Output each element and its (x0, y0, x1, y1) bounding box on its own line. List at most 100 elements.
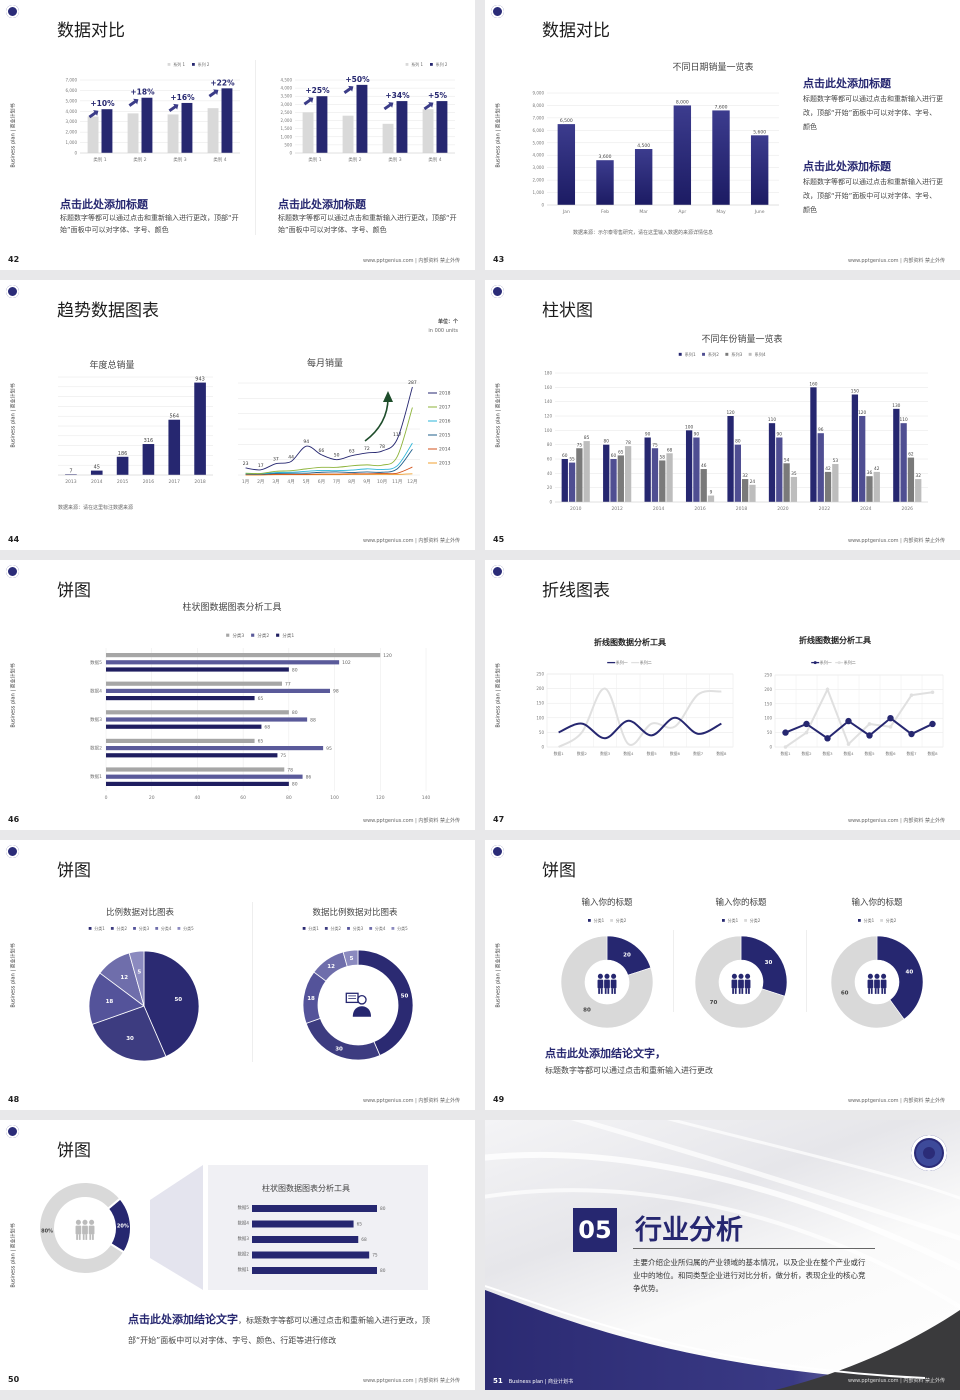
legend-label: 2018 (439, 391, 451, 397)
conclusion-body: ，标题数字等都可以通过点击和重新输入进行更改，顶部“开始”面板中可以对字体、字号… (128, 1316, 430, 1345)
bar (576, 448, 583, 502)
slide-48[interactable]: 饼图 Business plan | 商业计划书 比例数据对比图表 数据比例数据… (0, 840, 475, 1110)
legend-label: 2014 (439, 447, 451, 453)
leg (734, 988, 737, 994)
leg (884, 988, 886, 994)
slide-43[interactable]: 数据对比 Business plan | 商业计划书 不同日期销量一览表 0 1,… (485, 0, 960, 270)
leg (604, 988, 607, 994)
data-label: 37 (273, 457, 279, 463)
y-tick-label: 3,000 (66, 119, 78, 124)
slice-label: 80% (41, 1229, 53, 1235)
data-marker (887, 715, 894, 722)
torso (738, 979, 744, 989)
slice (876, 935, 924, 1020)
page-number: 46 (8, 815, 20, 824)
y-tick-label: 0 (549, 500, 552, 505)
slide-title: 饼图 (57, 861, 91, 881)
y-tick-label: 4,500 (281, 78, 293, 83)
x-tick-label: 120 (376, 795, 385, 801)
text-body: 标题数字等都可以通过点击和重新输入进行更改，顶部“开始”面板中可以对字体、字号、… (60, 214, 239, 234)
legend-label: 系列3 (731, 351, 742, 358)
data-label: 80 (735, 439, 741, 445)
growth-arrow-icon (423, 102, 434, 111)
leg (738, 988, 741, 994)
y-tick-label: 4,000 (533, 153, 545, 158)
data-marker (782, 729, 789, 736)
x-tick-label: 数据2 (577, 751, 588, 756)
slide-51-section-cover[interactable]: 05 行业分析 主要介绍企业所归属的产业领域的基本情况，以及企业在整个产业或行业… (485, 1120, 960, 1390)
slide-49[interactable]: 饼图 Business plan | 商业计划书 输入你的标题 输入你的标题 输… (485, 840, 960, 1110)
data-label: 35 (791, 471, 797, 477)
x-tick-label: Apr (678, 209, 686, 215)
legend-label: 系列 2 (198, 61, 210, 67)
head (881, 973, 887, 979)
y-tick-label: 120 (544, 414, 552, 419)
head (82, 1219, 88, 1225)
data-marker (867, 722, 872, 726)
university-seal-icon (6, 285, 19, 298)
chart-layer: 分类1 分类2 分类3 分类4 分类5 50 30 18 12 5 分类1 分类2 分类3 分类4 分类5 5… (88, 925, 414, 1062)
leg (598, 988, 600, 994)
page-number: 49 (493, 1095, 505, 1104)
section-number: 05 (578, 1216, 612, 1244)
slide-title: 饼图 (57, 1141, 91, 1161)
legend-swatch (880, 919, 883, 922)
university-seal-icon (491, 5, 504, 18)
y-tick-label: 数据2 (238, 1251, 250, 1258)
y-tick-label: 150 (764, 701, 772, 706)
bar (727, 416, 734, 502)
legend-label: 分类1 (728, 917, 739, 923)
conclusion-body: 标题数字等都可以通过点击和重新输入进行更改 (545, 1066, 713, 1075)
slide-42[interactable]: 数据对比 Business plan | 商业计划书 系列 1 系列 2 0 1,00… (0, 0, 475, 270)
torso (744, 979, 751, 989)
slide-47[interactable]: 折线图表 Business plan | 商业计划书 折线图数据分析工具 折线图… (485, 560, 960, 830)
chart-title: 柱状图数据图表分析工具 (262, 1184, 350, 1193)
y-tick-label: 40 (547, 471, 553, 476)
title-underline (633, 1248, 875, 1249)
data-source: 数据来源：示尔泰零售研究，请在这里输入数据的来源详情信息 (573, 230, 714, 236)
bar (644, 437, 651, 502)
legend-label: 系列 1 (173, 61, 185, 67)
bar (603, 444, 610, 502)
text-heading: 点击此处添加标题 (278, 198, 366, 211)
university-seal-icon (491, 285, 504, 298)
slide-45[interactable]: 柱状图 Business plan | 商业计划书 不同年份销量一览表 系列1 系… (485, 280, 960, 550)
slide-44[interactable]: 趋势数据图表 Business plan | 商业计划书 单位：个 in 000… (0, 280, 475, 550)
x-tick-label: 40 (195, 795, 201, 801)
data-label: 5,600 (753, 129, 766, 135)
slide-50[interactable]: 饼图 Business plan | 商业计划书 20% 80% 数据5 80 数据4 6… (0, 1120, 475, 1390)
arrow-shape (303, 97, 314, 106)
series-line (245, 386, 413, 471)
bar (851, 394, 859, 502)
data-marker (783, 745, 788, 749)
growth-arrow-icon (383, 102, 394, 111)
x-tick-label: 9月 (363, 479, 370, 485)
legend-label: 分类2 (117, 925, 128, 931)
university-seal-icon (491, 565, 504, 578)
bar (106, 688, 330, 693)
slide-46[interactable]: 饼图 Business plan | 商业计划书 柱状图数据图表分析工具 分类3… (0, 560, 475, 830)
text-body: 标题数字等都可以通过点击和重新输入进行更改，顶部“开始”面板中可以对字体、字号、… (803, 178, 943, 214)
x-tick-label: 类别 1 (308, 156, 321, 163)
leg (92, 1234, 94, 1240)
y-tick-label: 数据1 (90, 773, 102, 780)
legend-label: 2015 (439, 433, 451, 439)
decorative-curve (570, 1120, 960, 1241)
legend-label: 分类1 (594, 917, 605, 923)
legend-label: 2013 (439, 461, 451, 467)
bar (252, 1205, 377, 1212)
data-label: 62 (908, 452, 914, 458)
bar (915, 479, 922, 502)
slice-label: 12 (120, 975, 128, 981)
bar (167, 114, 179, 153)
y-tick-label: 2,000 (281, 118, 293, 123)
data-label: 58 (660, 454, 666, 460)
y-tick-label: 160 (544, 385, 552, 390)
head (611, 973, 617, 979)
head (604, 973, 610, 979)
data-label: 68 (361, 1237, 367, 1243)
legend-label: 分类4 (161, 925, 172, 931)
section-description: 主要介绍企业所归属的产业领域的基本情况，以及企业在整个产业或行业中的地位。和同类… (633, 1258, 866, 1293)
bar (907, 457, 915, 502)
data-marker (909, 693, 914, 697)
